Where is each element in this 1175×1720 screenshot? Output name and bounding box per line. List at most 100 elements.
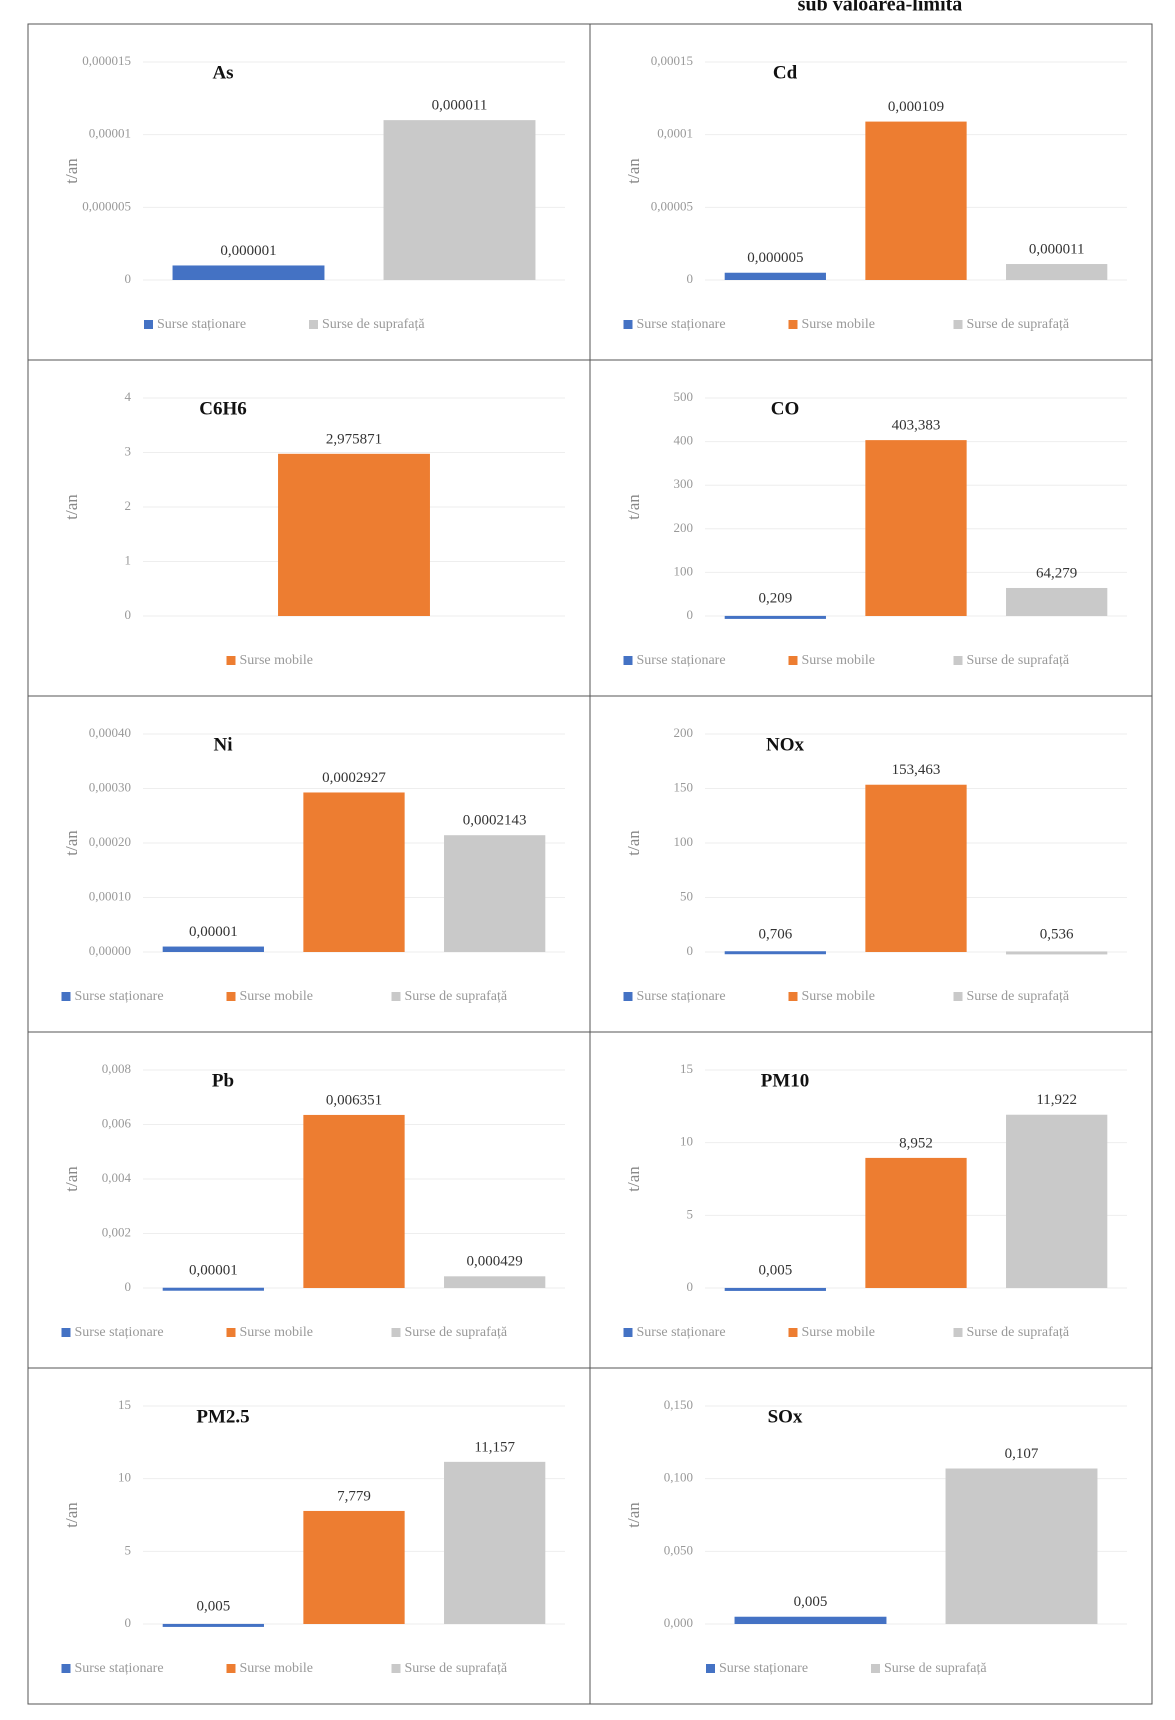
- y-tick-label: 0,150: [664, 1397, 693, 1412]
- y-axis-label: t/an: [62, 158, 81, 184]
- y-tick-label: 100: [674, 563, 694, 578]
- legend-label: Surse mobile: [802, 1325, 876, 1340]
- legend-label: Surse de suprafață: [967, 989, 1070, 1004]
- legend-swatch: [789, 992, 798, 1001]
- legend-label: Surse staționare: [157, 317, 246, 332]
- legend-swatch: [954, 320, 963, 329]
- chart-title: PM2.5: [196, 1406, 249, 1427]
- legend-swatch: [954, 1328, 963, 1337]
- value-label: 0,000429: [467, 1254, 523, 1270]
- y-tick-label: 0: [687, 943, 694, 958]
- bar: [1006, 1115, 1107, 1288]
- bar: [725, 616, 826, 619]
- legend-swatch: [227, 992, 236, 1001]
- page: sub valoarea-limită 00,0000050,000010,00…: [0, 0, 1175, 1720]
- legend-swatch: [62, 1664, 71, 1673]
- y-tick-label: 100: [674, 834, 694, 849]
- y-tick-label: 0,000: [664, 1615, 693, 1630]
- y-tick-label: 500: [674, 389, 694, 404]
- bar: [303, 1511, 404, 1624]
- legend-label: Surse staționare: [75, 1661, 164, 1676]
- legend-label: Surse de suprafață: [967, 653, 1070, 668]
- y-tick-label: 0,00030: [89, 779, 131, 794]
- y-tick-label: 3: [125, 443, 132, 458]
- legend-swatch: [954, 656, 963, 665]
- chart-title: Cd: [773, 62, 798, 83]
- value-label: 403,383: [892, 418, 941, 434]
- legend-label: Surse staționare: [637, 317, 726, 332]
- legend-swatch: [789, 1328, 798, 1337]
- legend-label: Surse de suprafață: [967, 317, 1070, 332]
- bar: [444, 1276, 545, 1288]
- value-label: 11,922: [1036, 1092, 1077, 1108]
- legend-label: Surse staționare: [637, 653, 726, 668]
- legend-label: Surse staționare: [75, 989, 164, 1004]
- y-tick-label: 0,004: [102, 1170, 132, 1185]
- y-axis-label: t/an: [62, 1502, 81, 1528]
- y-tick-label: 0: [687, 1279, 694, 1294]
- y-tick-label: 0,00001: [89, 126, 131, 141]
- legend-label: Surse de suprafață: [322, 317, 425, 332]
- y-tick-label: 0: [125, 271, 132, 286]
- chart-title: CO: [771, 398, 800, 419]
- y-tick-label: 0,00040: [89, 725, 131, 740]
- value-label: 153,463: [892, 762, 941, 778]
- y-tick-label: 400: [674, 433, 694, 448]
- y-tick-label: 300: [674, 476, 694, 491]
- value-label: 0,000011: [1029, 241, 1085, 257]
- y-tick-label: 0,050: [664, 1542, 693, 1557]
- legend-label: Surse staționare: [637, 989, 726, 1004]
- bar: [1006, 951, 1107, 954]
- y-tick-label: 5: [125, 1542, 132, 1557]
- legend-label: Surse de suprafață: [405, 1661, 508, 1676]
- legend-swatch: [62, 992, 71, 1001]
- y-axis-label: t/an: [624, 1502, 643, 1528]
- y-axis-label: t/an: [624, 1166, 643, 1192]
- y-tick-label: 10: [118, 1470, 131, 1485]
- value-label: 0,006351: [326, 1092, 382, 1108]
- bar: [1006, 588, 1107, 616]
- legend-swatch: [954, 992, 963, 1001]
- value-label: 0,00001: [189, 1262, 238, 1278]
- y-axis-label: t/an: [62, 494, 81, 520]
- y-tick-label: 0: [125, 1615, 132, 1630]
- legend-swatch: [624, 320, 633, 329]
- value-label: 8,952: [899, 1135, 933, 1151]
- legend-swatch: [62, 1328, 71, 1337]
- bar: [725, 1288, 826, 1291]
- bar: [444, 1462, 545, 1624]
- y-axis-label: t/an: [624, 830, 643, 856]
- y-tick-label: 15: [118, 1397, 131, 1412]
- legend-swatch: [789, 656, 798, 665]
- bar: [725, 951, 826, 954]
- legend-swatch: [144, 320, 153, 329]
- value-label: 7,779: [337, 1488, 371, 1504]
- y-tick-label: 200: [674, 725, 694, 740]
- value-label: 0,0002143: [463, 813, 527, 829]
- y-tick-label: 1: [125, 552, 132, 567]
- bar: [444, 835, 545, 952]
- value-label: 2,975871: [326, 431, 382, 447]
- legend-label: Surse de suprafață: [405, 989, 508, 1004]
- chart-title: Pb: [212, 1070, 234, 1091]
- y-tick-label: 0,006: [102, 1115, 132, 1130]
- y-tick-label: 200: [674, 520, 694, 535]
- value-label: 0,005: [196, 1598, 230, 1614]
- legend-label: Surse staționare: [637, 1325, 726, 1340]
- bar: [865, 1158, 966, 1288]
- legend-label: Surse mobile: [240, 1661, 314, 1676]
- legend-label: Surse staționare: [719, 1661, 808, 1676]
- value-label: 0,0002927: [322, 770, 386, 786]
- chart-title: NOx: [766, 734, 805, 755]
- legend-swatch: [392, 1328, 401, 1337]
- value-label: 0,005: [758, 1262, 792, 1278]
- legend-swatch: [392, 992, 401, 1001]
- bar: [865, 122, 966, 280]
- y-tick-label: 0: [125, 607, 132, 622]
- y-tick-label: 0,000005: [82, 198, 131, 213]
- chart-title: SOx: [768, 1406, 803, 1427]
- y-axis-label: t/an: [62, 830, 81, 856]
- y-tick-label: 0,0001: [657, 126, 693, 141]
- legend-label: Surse de suprafață: [884, 1661, 987, 1676]
- legend-label: Surse mobile: [240, 653, 314, 668]
